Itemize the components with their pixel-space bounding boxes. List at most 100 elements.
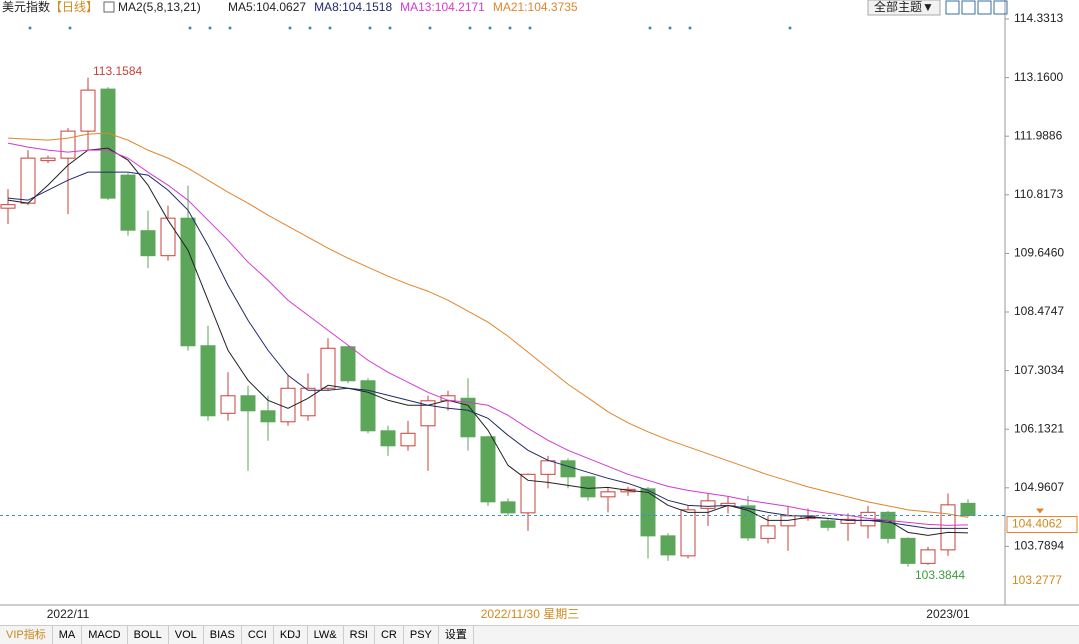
- axis-low-label: 103.2777: [1012, 573, 1062, 587]
- candle-body: [920, 549, 936, 564]
- candle-body: [180, 217, 196, 347]
- chart: 美元指数 【日线】 MA2(5,8,13,21) 全部主题▼ 113.1584 …: [0, 0, 1079, 621]
- tab[interactable]: 设置: [439, 626, 474, 644]
- candle-body: [640, 488, 656, 537]
- candle-body: [300, 387, 316, 417]
- candle-body: [760, 525, 776, 539]
- tab[interactable]: CCI: [242, 626, 274, 644]
- candle-body: [360, 380, 376, 432]
- candle-body: [900, 537, 916, 564]
- tool-icon[interactable]: [961, 0, 976, 15]
- y-tick-label: 107.3034: [1014, 363, 1064, 377]
- ma-line: [7, 142, 969, 526]
- high-label: 113.1584: [93, 64, 142, 78]
- event-markers: [28, 26, 792, 30]
- theme-button[interactable]: [867, 0, 941, 16]
- tab[interactable]: VOL: [169, 626, 204, 644]
- legend-entry: MA13:104.2171: [400, 0, 485, 14]
- candle-body: [600, 491, 616, 498]
- last-price-label: 104.4062: [1012, 517, 1062, 531]
- y-tick-label: 111.9886: [1014, 128, 1063, 142]
- y-tick-label: 114.3313: [1014, 11, 1063, 25]
- legend-entry: MA21:104.3735: [493, 0, 578, 14]
- candle-body: [740, 505, 756, 539]
- candle-body: [280, 387, 296, 423]
- tool-icon[interactable]: [993, 0, 1008, 15]
- period: 【日线】: [50, 0, 98, 14]
- candle-body: [420, 400, 436, 427]
- tab[interactable]: RSI: [344, 626, 375, 644]
- candle-body: [100, 88, 116, 199]
- tool-icon[interactable]: [945, 0, 960, 15]
- candle-body: [540, 460, 556, 475]
- tab[interactable]: PSY: [404, 626, 439, 644]
- candle-body: [220, 395, 236, 414]
- legend-entry: MA8:104.1518: [314, 0, 392, 14]
- candle-body: [400, 432, 416, 447]
- y-tick-label: 113.1600: [1014, 70, 1063, 84]
- candle-body: [340, 346, 356, 382]
- tab[interactable]: VIP指标: [0, 626, 53, 644]
- candle-body: [480, 436, 496, 503]
- candle-body: [660, 535, 676, 556]
- low-label: 103.3844: [915, 568, 965, 582]
- candle-body: [200, 345, 216, 417]
- candle-body: [700, 500, 716, 509]
- tab[interactable]: KDJ: [274, 626, 308, 644]
- indicator-tabs: VIP指标 MA MACD BOLL VOL BIAS CCI KDJ LW& RSI CR PSY 设…: [0, 625, 1079, 644]
- candle-body: [500, 501, 516, 514]
- candle-body: [320, 347, 336, 389]
- tab[interactable]: CR: [375, 626, 404, 644]
- last-price-arrow: [1036, 508, 1044, 514]
- ma-line: [7, 147, 969, 536]
- candle-body: [60, 130, 76, 159]
- tab[interactable]: LW&: [308, 626, 344, 644]
- y-tick-label: 109.6460: [1014, 246, 1064, 260]
- candle-body: [0, 204, 16, 209]
- candle-body: [520, 473, 536, 514]
- candle-body: [160, 217, 176, 257]
- candle-body: [840, 518, 856, 524]
- ma-line: [7, 171, 968, 529]
- y-tick-label: 110.8173: [1014, 187, 1063, 201]
- x-tick-label: 2022/11: [47, 607, 90, 621]
- candle-body: [960, 502, 976, 517]
- indicator-icon: [103, 1, 115, 13]
- candle-body: [820, 520, 836, 528]
- ma-line: [7, 132, 969, 518]
- title: 美元指数: [2, 0, 50, 14]
- cursor-date: 2022/11/30 星期三: [481, 607, 580, 621]
- candle-body: [680, 509, 696, 557]
- toolbar-icons: [945, 0, 1008, 15]
- last-price-box: [1006, 516, 1078, 534]
- candle-body: [20, 157, 36, 204]
- theme-button-label[interactable]: 全部主题▼: [874, 0, 934, 14]
- x-tick-label: 2023/01: [926, 607, 970, 621]
- tab[interactable]: BIAS: [204, 626, 242, 644]
- candle-body: [380, 430, 396, 447]
- candle-body: [940, 504, 956, 551]
- y-tick-label: 106.1321: [1014, 421, 1064, 435]
- candle-body: [240, 395, 256, 412]
- y-tick-label: 104.9607: [1014, 480, 1064, 494]
- candle-body: [260, 410, 276, 423]
- candle-body: [780, 515, 796, 527]
- candle-body: [560, 460, 576, 478]
- candle-body: [120, 174, 136, 231]
- legend-entry: MA5:104.0627: [228, 0, 306, 14]
- tool-icon[interactable]: [977, 0, 992, 15]
- y-tick-label: 108.4747: [1014, 304, 1064, 318]
- tab[interactable]: MACD: [82, 626, 128, 644]
- tab[interactable]: BOLL: [128, 626, 169, 644]
- y-tick-label: 103.7894: [1014, 539, 1064, 553]
- candle-body: [580, 476, 596, 498]
- candle-body: [80, 89, 96, 132]
- candle-body: [460, 397, 476, 438]
- candle-body: [140, 230, 156, 257]
- plot-area: [0, 0, 1005, 605]
- indicator: MA2(5,8,13,21): [118, 0, 201, 14]
- candle-body: [40, 157, 56, 162]
- candle-body: [880, 511, 896, 539]
- tab[interactable]: MA: [53, 626, 83, 644]
